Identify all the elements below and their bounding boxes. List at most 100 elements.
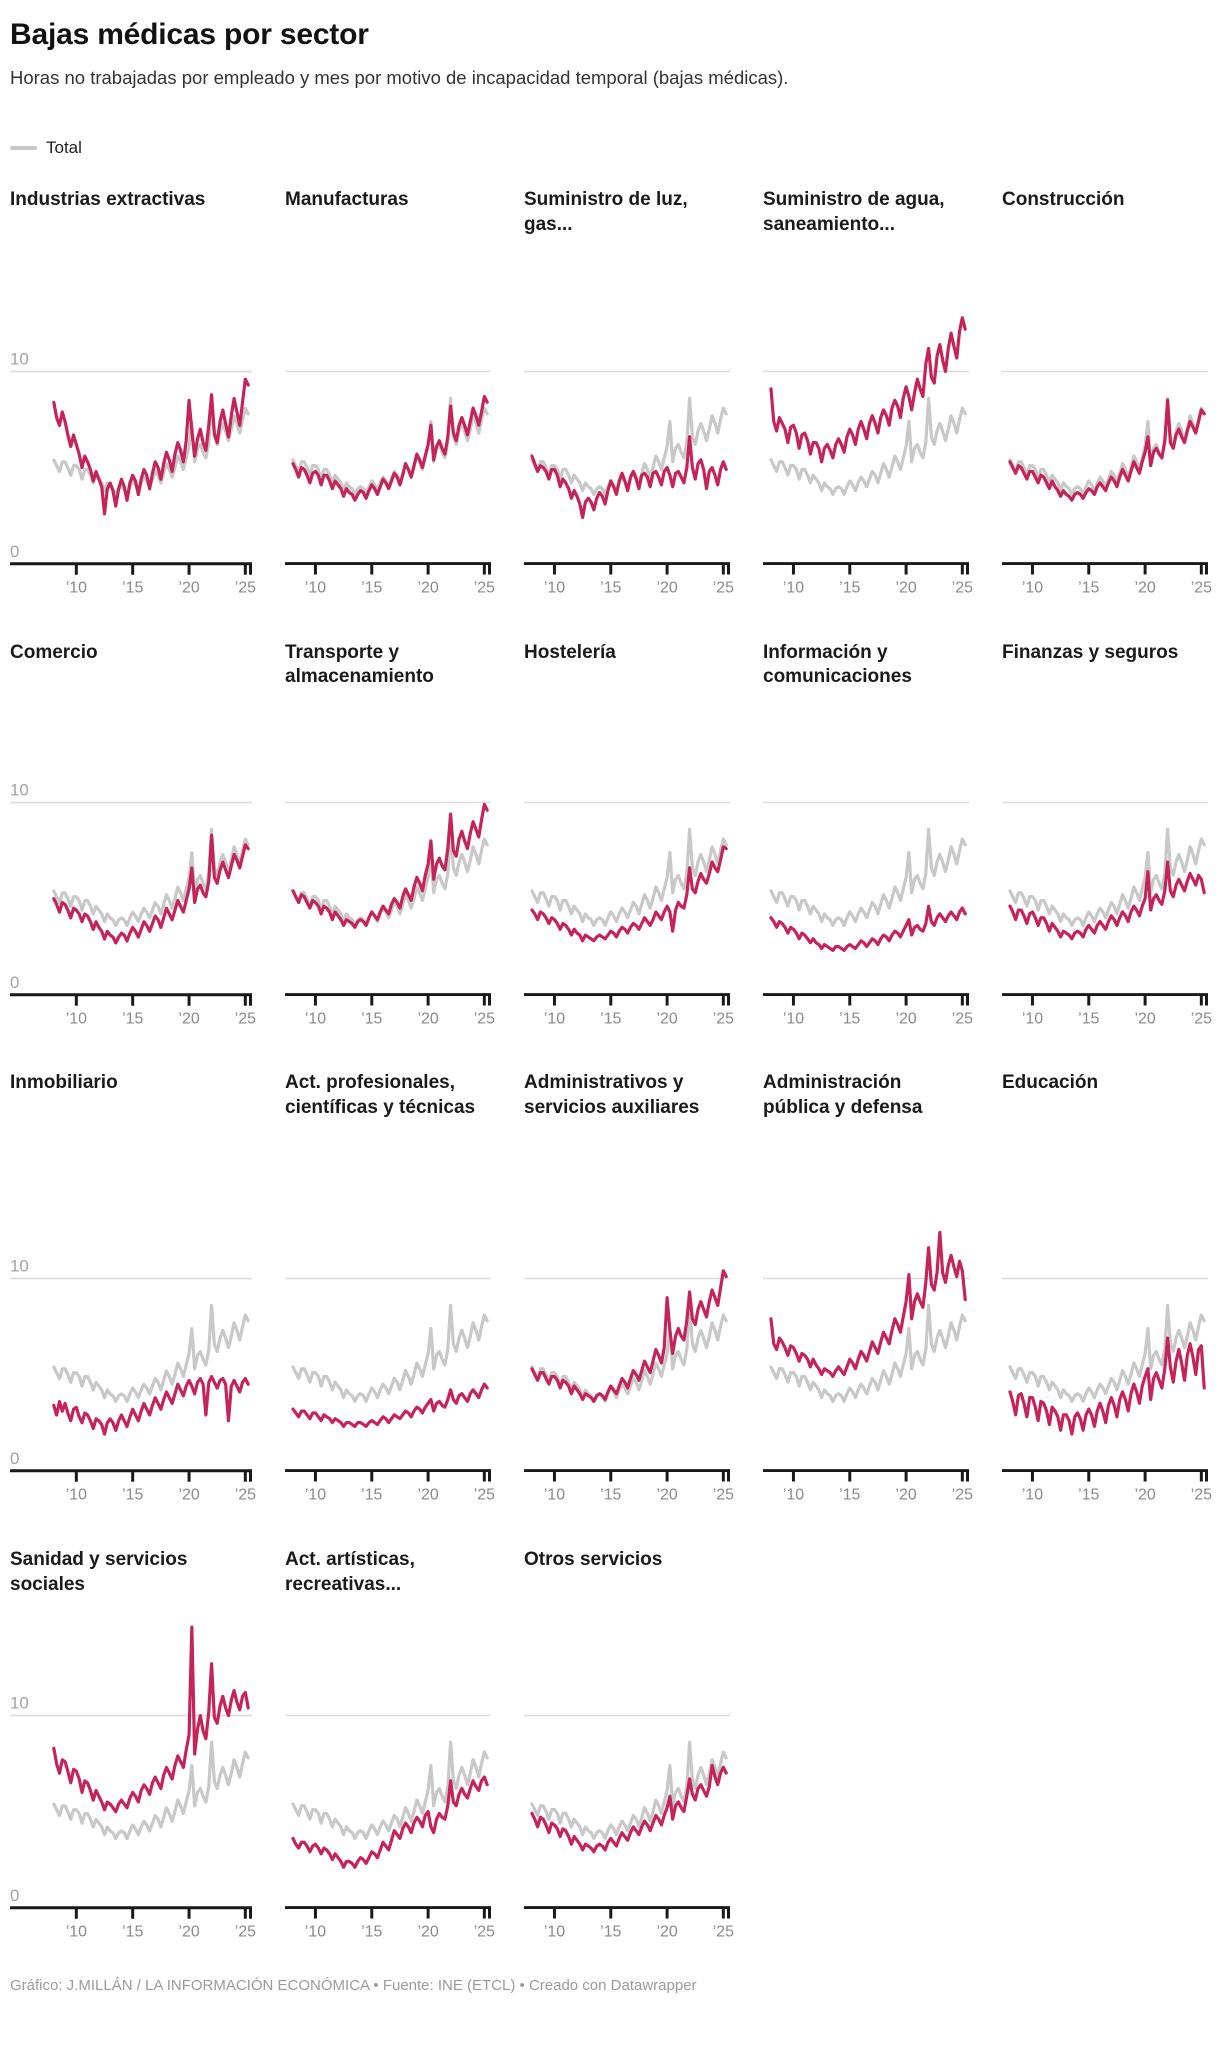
x-tick-label: ’20 — [417, 1010, 438, 1027]
panel-title-otros-servicios: Otros servicios — [524, 1548, 663, 1570]
panel-title-sanidad-servicios-sociales: Sanidad y servicios sociales — [10, 1548, 188, 1595]
sector-line — [291, 394, 489, 502]
x-tick-label: ’25 — [1191, 579, 1212, 596]
x-tick-label: ’25 — [713, 1010, 734, 1027]
panel-administracion-publica-defensa: Administración pública y defensa ’10’15’… — [763, 1071, 973, 1506]
y-label-10: 10 — [10, 1694, 29, 1713]
x-tick-label: ’20 — [656, 1923, 677, 1940]
x-tick-label: ’20 — [895, 1487, 916, 1504]
x-tick-label: ’15 — [122, 580, 143, 597]
total-line — [530, 1740, 728, 1840]
panel-act-profesionales-cientificas-tecnicas: Act. profesionales, científicas y técnic… — [285, 1071, 495, 1506]
panel-title-administracion-publica-defensa: Administración pública y defensa — [763, 1072, 923, 1118]
panel-transporte-almacenamiento: Transporte y almacenamiento ’10 ’15 ’20 ’25 — [285, 641, 495, 1030]
x-tick-label: ’20 — [656, 1010, 677, 1027]
x-tick-label: ’10 — [544, 579, 565, 596]
x-tick-label: ’15 — [361, 579, 382, 596]
panel-title-informacion-comunicaciones: Información y comunicaciones — [763, 641, 912, 688]
panel-title-transporte-almacenamiento: Transporte y almacenamiento — [285, 641, 434, 688]
x-tick-label: ’25 — [1191, 1487, 1212, 1504]
sector-line — [291, 1775, 489, 1869]
panel-suministro-luz-gas: Suministro de luz, gas... ’10 ’15 ’20 ’25 — [524, 188, 734, 599]
x-tick-label: ’10 — [305, 579, 326, 596]
x-tick-label: ’10 — [305, 1487, 326, 1504]
panel-title-manufacturas: Manufacturas — [285, 189, 409, 211]
sector-line — [769, 904, 967, 952]
panel-act-artisticas-recreativas: Act. artísticas, recreativas... ’10 ’15 ’2… — [285, 1548, 495, 1943]
x-tick-label: ’20 — [656, 1487, 677, 1504]
x-tick-label: ’20 — [178, 1924, 199, 1941]
x-tick-label: ’25 — [713, 1487, 734, 1504]
total-line — [52, 1304, 250, 1404]
x-tick-label: ’20 — [417, 579, 438, 596]
total-line — [291, 1304, 489, 1404]
sector-line — [530, 1763, 728, 1854]
panel-chart-suministro-luz-gas: ’10 ’15 ’20 ’25 — [524, 370, 734, 596]
panel-title-suministro-agua-saneamiento: Suministro de agua, saneamiento... — [763, 189, 945, 235]
total-line — [769, 1304, 967, 1404]
x-tick-label: ’25 — [474, 1487, 495, 1504]
x-tick-label: ’10 — [544, 1010, 565, 1027]
x-tick-label: ’10 — [783, 1010, 804, 1027]
panel-chart-informacion-comunicaciones: ’10 ’15 ’20 ’25 — [763, 801, 973, 1027]
legend-total-label: Total — [46, 138, 82, 158]
total-line — [1008, 827, 1206, 927]
panel-chart-transporte-almacenamiento: ’10 ’15 ’20 ’25 — [285, 801, 495, 1027]
x-tick-label: ’10 — [783, 1487, 804, 1504]
x-tick-label: ’15 — [600, 579, 621, 596]
x-tick-label: ’20 — [178, 1010, 199, 1027]
x-tick-label: ’15 — [122, 1010, 143, 1027]
x-tick-label: ’20 — [1134, 579, 1155, 596]
x-tick-label: ’25 — [952, 1010, 973, 1027]
small-multiples-grid: Industrias extractivas 10 0 ’10 ’15 ’20 ’25… — [10, 188, 1212, 1943]
sector-line — [52, 1625, 250, 1814]
panel-title-act-artisticas-recreativas: Act. artísticas, recreativas... — [285, 1548, 415, 1595]
panel-educacion: Educación ’10 ’15 ’20 ’25 — [1002, 1071, 1212, 1506]
panel-chart-finanzas-seguros: ’10 ’15 ’20 ’25 — [1002, 801, 1212, 1027]
x-tick-label: ’25 — [474, 579, 495, 596]
panel-chart-suministro-agua-saneamiento: ’10 ’15 ’20 ’25 — [763, 316, 973, 596]
panel-title-comercio: Comercio — [10, 641, 98, 663]
total-line — [769, 396, 967, 497]
panel-suministro-agua-saneamiento: Suministro de agua, saneamiento... ’10’1… — [763, 188, 973, 599]
x-tick-label: ’10 — [66, 1010, 87, 1027]
page: Bajas médicas por sector Horas no trabaj… — [10, 18, 1212, 1994]
x-tick-label: ’20 — [178, 1487, 199, 1504]
x-tick-label: ’20 — [178, 580, 199, 597]
total-line-swatch — [10, 146, 37, 151]
x-tick-label: ’25 — [952, 579, 973, 596]
x-tick-label: ’20 — [1134, 1487, 1155, 1504]
panel-comercio: Comercio 10 0 ’10 ’15 ’20 ’25 — [10, 641, 256, 1030]
sector-line — [52, 1375, 250, 1437]
x-tick-label: ’10 — [544, 1487, 565, 1504]
x-tick-label: ’25 — [713, 1923, 734, 1940]
panel-chart-act-artisticas-recreativas: ’10 ’15 ’20 ’25 — [285, 1714, 495, 1940]
total-line — [291, 1740, 489, 1840]
x-tick-label: ’15 — [839, 1010, 860, 1027]
panel-construccion: Construcción ’10 ’15 ’20 ’25 — [1002, 188, 1212, 599]
x-tick-label: ’10 — [1022, 1487, 1043, 1504]
panel-chart-hosteleria: ’10 ’15 ’20 ’25 — [524, 801, 734, 1027]
panel-chart-otros-servicios: ’10 ’15 ’20 ’25 — [524, 1714, 734, 1940]
panel-title-inmobiliario: Inmobiliario — [10, 1072, 118, 1094]
chart-subtitle: Horas no trabajadas por empleado y mes p… — [10, 67, 789, 88]
x-tick-label: ’10 — [783, 579, 804, 596]
sector-line — [1008, 398, 1206, 502]
x-tick-label: ’25 — [235, 1010, 256, 1027]
panel-chart-comercio: 10 0 ’10 ’15 ’20 ’25 — [10, 780, 256, 1027]
total-line — [530, 827, 728, 927]
x-tick-label: ’10 — [66, 1924, 87, 1941]
sector-line — [530, 844, 728, 943]
x-tick-label: ’15 — [361, 1487, 382, 1504]
panel-title-educacion: Educación — [1002, 1072, 1099, 1094]
x-tick-label: ’20 — [1134, 1010, 1155, 1027]
x-tick-label: ’25 — [235, 580, 256, 597]
x-tick-label: ’15 — [600, 1010, 621, 1027]
x-tick-label: ’25 — [952, 1487, 973, 1504]
sector-line — [769, 1231, 967, 1379]
panel-administrativos-servicios-auxiliares: Administrativos y servicios auxiliares ’… — [524, 1071, 734, 1506]
page-title: Bajas médicas por sector — [10, 18, 369, 51]
sector-line — [52, 833, 250, 945]
x-tick-label: ’15 — [1078, 1487, 1099, 1504]
sector-line — [530, 435, 728, 520]
